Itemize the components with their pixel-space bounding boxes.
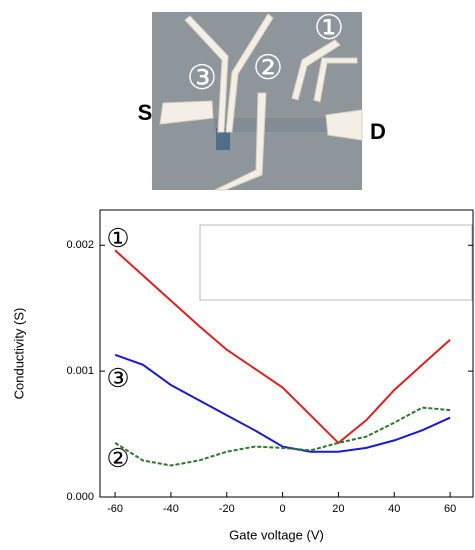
x-tick-label: -60 bbox=[107, 503, 123, 515]
photo-label: ① bbox=[314, 9, 344, 47]
electrode bbox=[159, 100, 214, 125]
curve-label: ② bbox=[106, 443, 129, 473]
plot-frame bbox=[99, 209, 474, 498]
x-tick-label: -40 bbox=[163, 503, 179, 515]
series-line bbox=[114, 406, 451, 467]
x-tick-label: 0 bbox=[280, 503, 286, 515]
electrode bbox=[225, 13, 274, 133]
x-tick-label: -20 bbox=[219, 503, 235, 515]
photo-label: D bbox=[370, 119, 386, 144]
y-tick-label: 0.002 bbox=[66, 239, 94, 251]
y-tick-label: 0.000 bbox=[66, 491, 94, 503]
channel bbox=[214, 118, 334, 132]
photo-label: S bbox=[138, 100, 153, 125]
electrode bbox=[313, 57, 358, 103]
x-tick-label: 60 bbox=[444, 503, 456, 515]
electrode bbox=[325, 109, 363, 141]
y-axis-label: Conductivity (S) bbox=[11, 308, 26, 400]
photo-label: ③ bbox=[187, 59, 217, 97]
series-line bbox=[114, 249, 451, 445]
electrode bbox=[291, 39, 341, 101]
curve-label: ③ bbox=[106, 363, 129, 393]
microscope-photo: S D ① ② ③ bbox=[138, 9, 386, 191]
y-tick-label: 0.001 bbox=[66, 365, 94, 377]
series-line bbox=[114, 353, 451, 453]
legend-box bbox=[199, 224, 473, 301]
electrode bbox=[184, 15, 229, 133]
photo-label: ② bbox=[253, 49, 283, 87]
x-tick-label: 40 bbox=[388, 503, 400, 515]
x-axis-label: Gate voltage (V) bbox=[229, 527, 324, 542]
electrodes bbox=[159, 13, 363, 191]
electrode bbox=[214, 92, 267, 191]
flake bbox=[216, 128, 230, 150]
curve-label: ① bbox=[106, 223, 129, 253]
x-tick-label: 20 bbox=[332, 503, 344, 515]
